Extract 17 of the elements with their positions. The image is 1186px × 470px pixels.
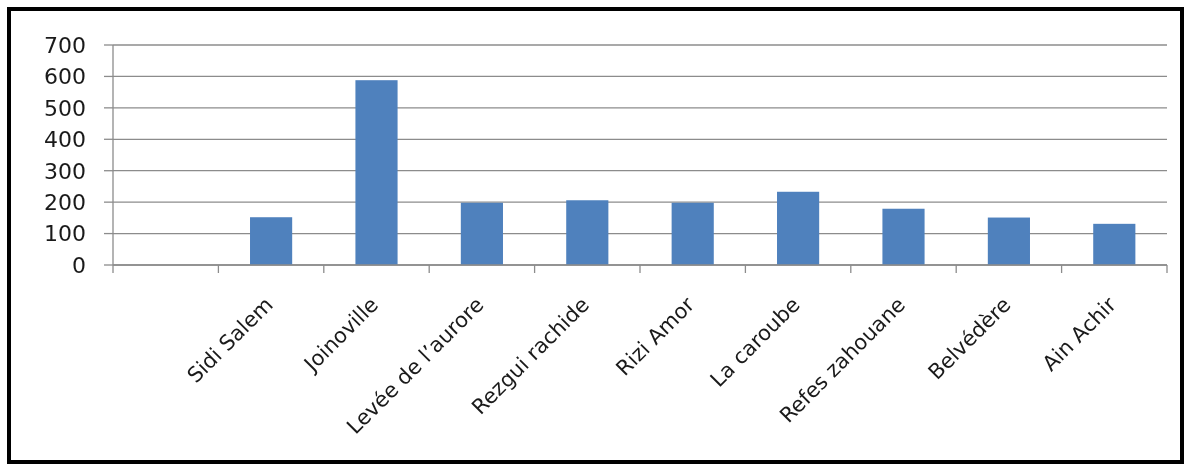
bar (882, 208, 925, 265)
y-tick-label: 700 (44, 32, 86, 58)
bar (671, 202, 714, 265)
y-tick-label: 500 (44, 95, 86, 121)
bar (1093, 223, 1136, 265)
y-tick-label: 600 (44, 64, 86, 90)
y-tick-label: 100 (44, 221, 86, 247)
bar (987, 217, 1030, 265)
y-tick-label: 200 (44, 190, 86, 216)
bar (566, 200, 609, 265)
y-tick-label: 400 (44, 127, 86, 153)
bar (355, 80, 398, 265)
y-tick-label: 0 (72, 252, 86, 278)
y-tick-label: 300 (44, 158, 86, 184)
bar (460, 202, 503, 265)
bar (250, 217, 293, 265)
bar (777, 191, 820, 265)
